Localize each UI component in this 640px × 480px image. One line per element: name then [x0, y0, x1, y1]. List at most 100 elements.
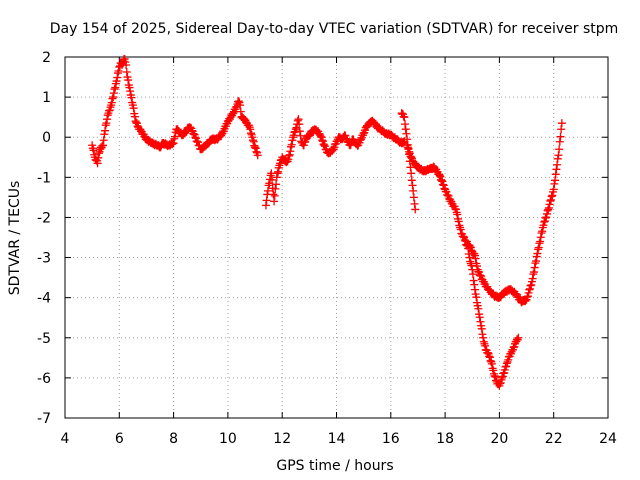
data-point	[453, 210, 462, 219]
data-point	[406, 163, 415, 172]
data-point	[401, 120, 410, 129]
data-point	[555, 137, 564, 146]
data-point	[168, 140, 177, 149]
data-point	[229, 109, 238, 118]
data-point	[455, 221, 464, 230]
data-point	[109, 93, 118, 102]
x-tick-label: 16	[382, 431, 400, 447]
data-point	[408, 181, 417, 190]
data-point	[125, 83, 134, 92]
data-point	[403, 143, 412, 152]
data-point	[99, 136, 108, 145]
data-point	[498, 373, 507, 382]
data-point	[234, 97, 243, 106]
data-point	[535, 239, 544, 248]
data-point	[114, 67, 123, 76]
data-point	[108, 94, 117, 103]
y-tick-label: -7	[37, 411, 51, 427]
data-point	[251, 144, 260, 153]
data-point	[540, 217, 549, 226]
data-point	[437, 175, 446, 184]
data-point	[130, 112, 139, 121]
data-point	[548, 191, 557, 200]
data-point	[521, 297, 530, 306]
data-point	[329, 145, 338, 154]
data-point	[503, 357, 512, 366]
data-point	[528, 274, 537, 283]
data-point	[547, 192, 556, 201]
data-point	[101, 121, 110, 130]
data-point	[454, 217, 463, 226]
data-point	[124, 76, 133, 85]
data-point	[285, 150, 294, 159]
x-axis-label: GPS time / hours	[276, 458, 393, 474]
data-point	[467, 261, 476, 270]
data-point	[269, 190, 278, 199]
data-point	[268, 175, 277, 184]
data-point	[525, 285, 534, 294]
y-tick-label: 0	[42, 130, 51, 146]
data-point	[502, 359, 511, 368]
data-point	[474, 304, 483, 313]
data-point	[553, 160, 562, 169]
series-2	[261, 115, 409, 210]
data-point	[122, 61, 131, 70]
x-tick-label: 6	[115, 431, 124, 447]
data-point	[122, 68, 131, 77]
data-point	[464, 244, 473, 253]
data-point	[551, 176, 560, 185]
data-point	[407, 176, 416, 185]
data-point	[253, 151, 262, 160]
data-point	[318, 136, 327, 145]
data-point	[407, 153, 416, 162]
data-point	[103, 115, 112, 124]
data-point	[470, 285, 479, 294]
y-tick-label: -6	[37, 371, 51, 387]
x-tick-label: 24	[599, 431, 617, 447]
series-1	[88, 55, 262, 168]
data-point	[399, 139, 408, 148]
data-point	[409, 193, 418, 202]
data-point	[356, 135, 365, 144]
data-point	[557, 119, 566, 128]
data-point	[89, 146, 98, 155]
data-point	[410, 199, 419, 208]
data-point	[545, 200, 554, 209]
axis-ticks	[64, 56, 609, 419]
data-point	[236, 107, 245, 116]
data-point	[475, 313, 484, 322]
data-point	[437, 176, 446, 185]
data-point	[477, 324, 486, 333]
data-point	[544, 203, 553, 212]
data-point	[272, 173, 281, 182]
data-point	[470, 280, 479, 289]
data-point	[549, 185, 558, 194]
data-point	[102, 119, 111, 128]
data-point	[530, 268, 539, 277]
data-point	[170, 132, 179, 141]
data-point	[249, 136, 258, 145]
data-point	[537, 229, 546, 238]
series-4	[403, 119, 566, 307]
data-point	[271, 184, 280, 193]
data-point	[556, 132, 565, 141]
y-tick-label: -5	[37, 331, 51, 347]
data-point	[270, 197, 279, 206]
data-point	[456, 225, 465, 234]
data-point	[103, 111, 112, 120]
data-point	[534, 245, 543, 254]
data-point	[435, 171, 444, 180]
x-tick-label: 8	[169, 431, 178, 447]
data-point	[404, 144, 413, 153]
data-point	[274, 167, 283, 176]
data-point	[320, 141, 329, 150]
data-point	[107, 98, 116, 107]
data-point	[263, 186, 272, 195]
x-tick-label: 4	[61, 431, 70, 447]
x-tick-labels: 4 6 8 10 12 14 16 18 20 22 24	[61, 431, 617, 447]
data-point	[459, 232, 468, 241]
data-point	[536, 237, 545, 246]
data-point	[476, 317, 485, 326]
data-point	[126, 87, 135, 96]
chart-title: Day 154 of 2025, Sidereal Day-to-day VTE…	[50, 21, 619, 37]
